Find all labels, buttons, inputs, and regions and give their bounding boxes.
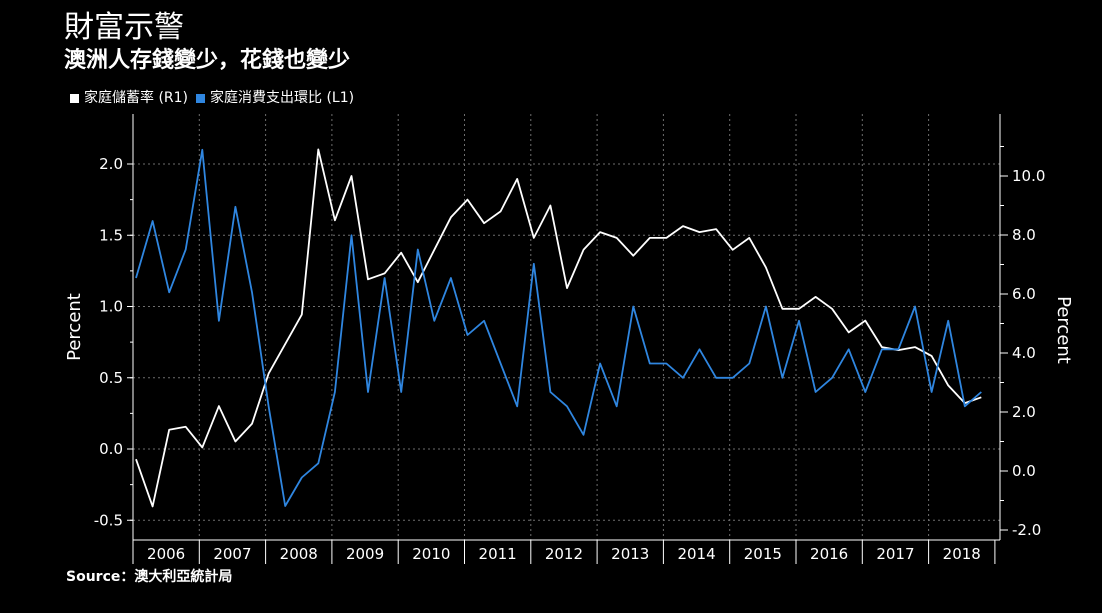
right-tick-label: -2.0 — [1012, 521, 1041, 539]
x-tick-label: 2015 — [744, 545, 782, 563]
left-tick-label: -0.5 — [94, 511, 123, 529]
left-tick-label: 1.5 — [99, 226, 123, 244]
right-axis-ticks: 10.0 8.0 6.0 4.0 2.0 0.0 -2.0 — [1000, 146, 1045, 539]
legend-item-savings: 家庭儲蓄率 (R1) — [70, 89, 188, 107]
x-tick-label: 2018 — [943, 545, 981, 563]
x-tick-label: 2011 — [479, 545, 517, 563]
x-tick-label: 2013 — [611, 545, 649, 563]
right-tick-label: 0.0 — [1012, 462, 1036, 480]
legend-swatch-consumption — [196, 93, 206, 103]
right-tick-label: 10.0 — [1012, 167, 1045, 185]
chart-axes — [132, 114, 1001, 564]
legend-swatch-savings — [70, 93, 79, 103]
x-tick-label: 2007 — [213, 545, 251, 563]
x-tick-label: 2017 — [876, 545, 914, 563]
left-tick-label: 0.0 — [99, 440, 123, 458]
legend-item-consumption: 家庭消費支出環比 (L1) — [196, 89, 354, 107]
chart-series — [135, 148, 982, 508]
chart-grid — [133, 114, 1000, 540]
x-tick-label: 2008 — [280, 545, 318, 563]
x-tick-label: 2012 — [545, 545, 583, 563]
savings-rate-line — [135, 148, 982, 508]
chart-title: 財富示警 — [64, 10, 184, 45]
left-tick-label: 1.0 — [99, 298, 123, 316]
legend-label-consumption: 家庭消費支出環比 (L1) — [210, 90, 355, 106]
x-tick-label: 2006 — [147, 545, 185, 563]
source-note: Source：澳大利亞統計局 — [66, 569, 233, 585]
x-tick-label: 2009 — [346, 545, 384, 563]
right-tick-label: 8.0 — [1012, 226, 1036, 244]
right-axis-label: Percent — [1053, 296, 1074, 364]
left-axis-ticks: 2.0 1.5 1.0 0.5 0.0 -0.5 — [94, 155, 133, 529]
right-tick-label: 2.0 — [1012, 403, 1036, 421]
consumption-growth-line — [135, 148, 982, 507]
left-tick-label: 2.0 — [99, 155, 123, 173]
right-tick-label: 4.0 — [1012, 344, 1036, 362]
legend-label-savings: 家庭儲蓄率 (R1) — [84, 90, 189, 106]
right-tick-label: 6.0 — [1012, 285, 1036, 303]
x-tick-label: 2016 — [810, 545, 848, 563]
x-tick-label: 2014 — [677, 545, 715, 563]
chart-legend: 家庭儲蓄率 (R1) 家庭消費支出環比 (L1) — [70, 89, 362, 107]
x-axis-ticks: 2006 2007 2008 2009 2010 2011 2012 2013 2014 2015… — [132, 540, 996, 564]
chart-subtitle: 澳洲人存錢變少，花錢也變少 — [64, 48, 351, 73]
left-axis-label: Percent — [64, 293, 85, 361]
left-tick-label: 0.5 — [99, 369, 123, 387]
x-tick-label: 2010 — [412, 545, 450, 563]
